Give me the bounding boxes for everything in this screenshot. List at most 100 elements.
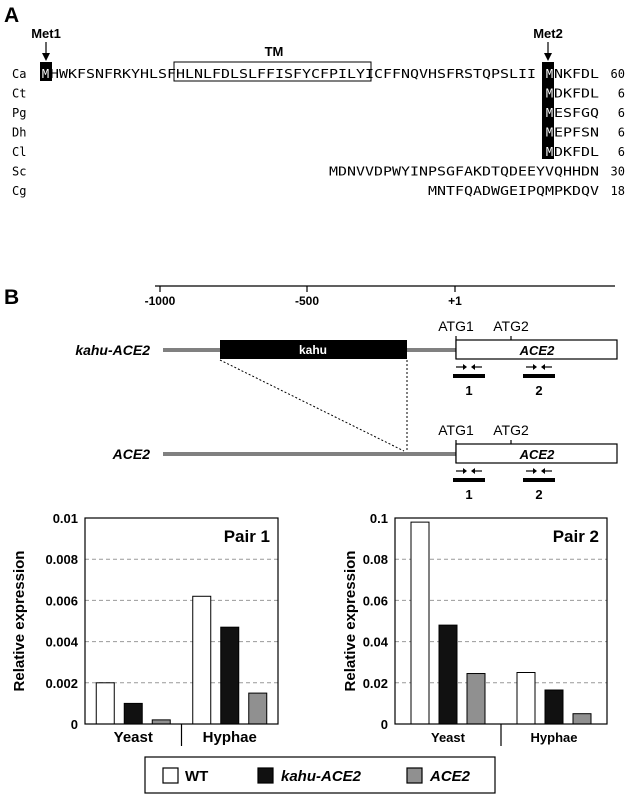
legend-label-wt: WT bbox=[185, 768, 208, 785]
ace2-orf-box bbox=[455, 443, 618, 464]
sequence-post: EPFSN bbox=[554, 126, 599, 140]
legend-label-kahu-ace2: kahu-ACE2 bbox=[281, 768, 362, 785]
met2-residue: M bbox=[546, 87, 553, 101]
primer-pair-1-label: 1 bbox=[465, 383, 472, 398]
residue-count: 6 bbox=[618, 145, 625, 159]
species-label: Cg bbox=[12, 184, 26, 198]
sequence-row-dh: Dh M EPFSN 6 bbox=[12, 126, 625, 140]
sequence-pre: HWKFSNFRKYHLSFHLNLFDLSLFFISFYCFPILYICFFN… bbox=[50, 67, 536, 81]
primer-pair-1: 1 bbox=[453, 468, 485, 502]
bar-kahu-ace2-hyphae bbox=[544, 689, 564, 725]
met2-residue: M bbox=[546, 67, 553, 81]
construct-ace2: ACE2 ATG1 ATG2 ACE2 1 2 bbox=[112, 422, 618, 502]
met2-residue: M bbox=[546, 145, 553, 159]
sequence-pre: MDNVVDPWYINPSGFAKDTQDEEYVQHHDN bbox=[329, 165, 599, 179]
y-tick-label: 0.08 bbox=[363, 552, 388, 567]
y-tick-label: 0 bbox=[381, 717, 388, 732]
construct-kahu-ace2: kahu-ACE2 kahu ATG1 ATG2 ACE2 1 2 bbox=[75, 318, 618, 398]
residue-count: 60 bbox=[611, 67, 625, 81]
species-label: Cl bbox=[12, 145, 26, 159]
y-axis-label: Relative expression bbox=[11, 551, 28, 692]
scale-tick-plus1: +1 bbox=[448, 294, 462, 308]
met2-highlight-column bbox=[542, 62, 554, 159]
residue-count: 6 bbox=[618, 126, 625, 140]
deletion-guide-left bbox=[219, 359, 405, 452]
met1-arrowhead bbox=[42, 53, 50, 61]
y-tick-label: 0.06 bbox=[363, 593, 388, 608]
residue-count: 18 bbox=[611, 184, 625, 198]
species-label: Pg bbox=[12, 106, 26, 120]
bar-ace2-hyphae bbox=[248, 692, 268, 725]
species-label: Ca bbox=[12, 67, 26, 81]
sequence-row-cg: Cg MNTFQADWGEIPQMPKDQV 18 bbox=[12, 184, 625, 198]
atg1-label: ATG1 bbox=[438, 422, 474, 438]
residue-count: 6 bbox=[618, 87, 625, 101]
bar-kahu-ace2-hyphae bbox=[220, 626, 240, 725]
category-label: Yeast bbox=[114, 729, 153, 746]
legend-swatch-wt bbox=[162, 767, 179, 784]
sequence-post: NKFDL bbox=[554, 67, 599, 81]
panel-b-letter: B bbox=[4, 286, 19, 309]
y-axis-label: Relative expression bbox=[342, 551, 359, 692]
kahu-insert-box bbox=[220, 340, 407, 359]
primer-pair-2: 2 bbox=[523, 468, 555, 502]
tm-domain-box bbox=[173, 61, 372, 82]
sequence-row-pg: Pg M ESFGQ 6 bbox=[12, 106, 625, 120]
sequence-row-sc: Sc MDNVVDPWYINPSGFAKDTQDEEYVQHHDN 30 bbox=[12, 165, 625, 179]
y-tick-label: 0.002 bbox=[45, 676, 78, 691]
met1-label: Met1 bbox=[31, 26, 61, 41]
atg2-label: ATG2 bbox=[493, 422, 529, 438]
sequence-alignment: Ca HWKFSNFRKYHLSFHLNLFDLSLFFISFYCFPILYICF… bbox=[12, 67, 625, 198]
legend-label-ace2: ACE2 bbox=[429, 768, 471, 785]
ace2-orf-label: ACE2 bbox=[519, 343, 555, 358]
chart-title: Pair 1 bbox=[224, 527, 270, 546]
sequence-row-ca: Ca HWKFSNFRKYHLSFHLNLFDLSLFFISFYCFPILYICF… bbox=[12, 67, 625, 81]
legend-swatch-ace2 bbox=[406, 767, 423, 784]
species-label: Sc bbox=[12, 165, 26, 179]
scale-tick-minus500: -500 bbox=[295, 294, 319, 308]
kahu-insert-label: kahu bbox=[299, 343, 327, 357]
primer-pair-1-label: 1 bbox=[465, 487, 472, 502]
met1-residue: M bbox=[42, 67, 49, 81]
scale-bar: -1000 -500 +1 bbox=[145, 285, 615, 308]
y-tick-label: 0.1 bbox=[370, 511, 388, 526]
residue-count: 6 bbox=[618, 106, 625, 120]
met2-label: Met2 bbox=[533, 26, 563, 41]
y-tick-label: 0.006 bbox=[45, 593, 78, 608]
bar-wt-hyphae bbox=[516, 672, 536, 725]
category-label: Hyphae bbox=[531, 730, 578, 745]
chart-pair-2: 0 0.02 0.04 0.06 0.08 0.1 Yeast Hyphae Pair 2 Rel… bbox=[342, 511, 608, 746]
legend: WT kahu-ACE2 ACE2 bbox=[144, 756, 496, 794]
ace2-orf-box bbox=[455, 339, 618, 360]
bar-wt-hyphae bbox=[192, 595, 212, 725]
y-tick-label: 0 bbox=[71, 717, 78, 732]
sequence-post: DKFDL bbox=[554, 87, 599, 101]
primer-pair-2-label: 2 bbox=[535, 487, 542, 502]
chart-pair-1: 0 0.002 0.004 0.006 0.008 0.01 Yeast Hyphae Pair… bbox=[11, 511, 279, 746]
y-tick-label: 0.02 bbox=[363, 676, 388, 691]
sequence-post: DKFDL bbox=[554, 145, 599, 159]
construct-label: ACE2 bbox=[112, 446, 151, 462]
category-label: Yeast bbox=[431, 730, 466, 745]
species-label: Dh bbox=[12, 126, 26, 140]
y-tick-label: 0.01 bbox=[53, 511, 78, 526]
met2-residue: M bbox=[546, 126, 553, 140]
bar-wt-yeast bbox=[410, 521, 430, 725]
bar-ace2-yeast bbox=[466, 673, 486, 725]
met1-highlight bbox=[40, 62, 52, 81]
panel-a-letter: A bbox=[4, 4, 19, 27]
legend-frame bbox=[144, 756, 496, 794]
chart-title: Pair 2 bbox=[553, 527, 599, 546]
atg1-label: ATG1 bbox=[438, 318, 474, 334]
y-tick-label: 0.04 bbox=[363, 635, 389, 650]
ace2-orf-label: ACE2 bbox=[519, 447, 555, 462]
species-label: Ct bbox=[12, 87, 26, 101]
bar-ace2-hyphae bbox=[572, 713, 592, 725]
bar-wt-yeast bbox=[95, 682, 115, 725]
primer-pair-2: 2 bbox=[523, 364, 555, 398]
category-label: Hyphae bbox=[203, 729, 257, 746]
sequence-row-cl: Cl M DKFDL 6 bbox=[12, 145, 625, 159]
sequence-post: ESFGQ bbox=[554, 106, 599, 120]
bar-kahu-ace2-yeast bbox=[438, 624, 458, 725]
